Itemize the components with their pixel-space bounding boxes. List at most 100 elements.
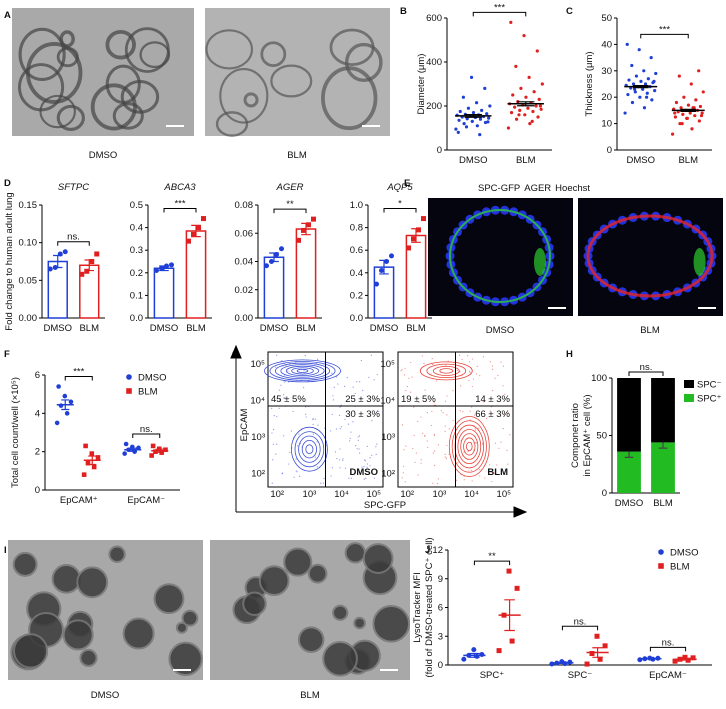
event — [433, 433, 435, 435]
event — [360, 398, 362, 400]
y-tick-label: 9 — [438, 574, 443, 585]
event — [361, 466, 363, 468]
event — [337, 383, 339, 385]
event — [271, 482, 273, 484]
chart-title: AGER — [276, 182, 304, 193]
event — [346, 376, 348, 379]
event — [405, 445, 407, 447]
event — [444, 425, 446, 427]
y-tick-label: 3 — [438, 631, 443, 642]
panel-letter: H — [566, 349, 573, 360]
bar-segment — [617, 378, 641, 452]
data-point — [464, 125, 469, 129]
data-point — [374, 281, 379, 287]
y-axis-label: Fold change to human adult lung — [4, 192, 15, 330]
event — [474, 442, 477, 444]
event — [402, 465, 405, 467]
contour — [419, 361, 473, 381]
event — [370, 354, 372, 356]
y-tick-label: 50 — [596, 431, 607, 442]
y-tick-label: 0.06 — [235, 228, 254, 239]
event — [287, 370, 289, 372]
quadrant-value: 19 ± 5% — [401, 394, 436, 405]
data-point — [416, 227, 421, 233]
event — [357, 436, 359, 438]
organelle — [344, 542, 367, 564]
legend-label: SPC⁻ — [697, 380, 722, 391]
axis-arrow — [236, 506, 528, 518]
y-tick-label: 400 — [426, 57, 442, 68]
image-background — [12, 8, 194, 136]
data-point — [584, 661, 590, 667]
data-point — [638, 95, 642, 99]
event — [279, 400, 281, 402]
data-point — [540, 82, 544, 86]
error-bar — [88, 455, 97, 466]
event — [354, 392, 356, 394]
data-point — [679, 106, 683, 110]
event — [498, 447, 500, 449]
significance-bracket — [163, 208, 197, 213]
error-bar — [61, 399, 70, 411]
event — [503, 414, 505, 416]
event — [471, 406, 473, 408]
event — [444, 400, 447, 402]
y-tick-label: 0.15 — [19, 200, 38, 211]
x-tick-label: DMSO — [260, 323, 289, 334]
event — [482, 356, 484, 358]
event — [350, 477, 353, 479]
event — [353, 410, 355, 412]
event — [339, 459, 341, 461]
x-tick-label: SPC⁺ — [480, 670, 505, 681]
contour — [457, 428, 482, 465]
image-label: BLM — [300, 690, 320, 701]
quadrant-value: 25 ± 3% — [345, 394, 380, 405]
y-tick-label: 40 — [601, 39, 612, 50]
event — [424, 434, 426, 436]
contour — [294, 431, 325, 468]
data-point — [673, 115, 678, 119]
image-structure — [18, 27, 66, 82]
data-point — [496, 648, 502, 654]
data-point — [471, 647, 477, 653]
data-point — [681, 112, 685, 116]
event — [339, 467, 341, 469]
y-tick-label: 0.2 — [350, 290, 363, 301]
event — [305, 406, 307, 408]
event — [332, 395, 334, 397]
event — [369, 465, 371, 467]
data-point — [534, 104, 538, 108]
organelle — [258, 565, 290, 597]
event — [316, 441, 318, 443]
x-tick-label: 10⁵ — [497, 489, 512, 500]
image-label: BLM — [287, 150, 307, 161]
event — [472, 378, 475, 380]
event — [506, 449, 508, 451]
event — [373, 477, 376, 479]
data-point — [536, 115, 540, 119]
event — [445, 457, 448, 459]
y-axis-label: (fold of DMSO-treated SPC⁺ cell) — [424, 537, 435, 677]
x-tick-label: 10² — [400, 489, 414, 500]
event — [376, 374, 378, 376]
event — [462, 411, 464, 413]
event — [339, 428, 341, 430]
gfp-cells — [693, 248, 706, 276]
event — [509, 434, 511, 436]
data-point — [56, 384, 61, 389]
event — [471, 358, 474, 360]
image-label: DMSO — [91, 690, 120, 701]
data-point — [686, 103, 691, 107]
significance-bracket — [561, 625, 599, 631]
event — [401, 369, 403, 371]
event — [348, 477, 350, 479]
event — [455, 479, 458, 481]
event — [299, 442, 302, 445]
event — [489, 361, 492, 363]
image-structure — [329, 28, 375, 66]
data-point — [523, 113, 527, 117]
stain-legend: AGER — [524, 183, 551, 194]
significance-bracket — [640, 33, 689, 39]
event — [366, 466, 368, 468]
